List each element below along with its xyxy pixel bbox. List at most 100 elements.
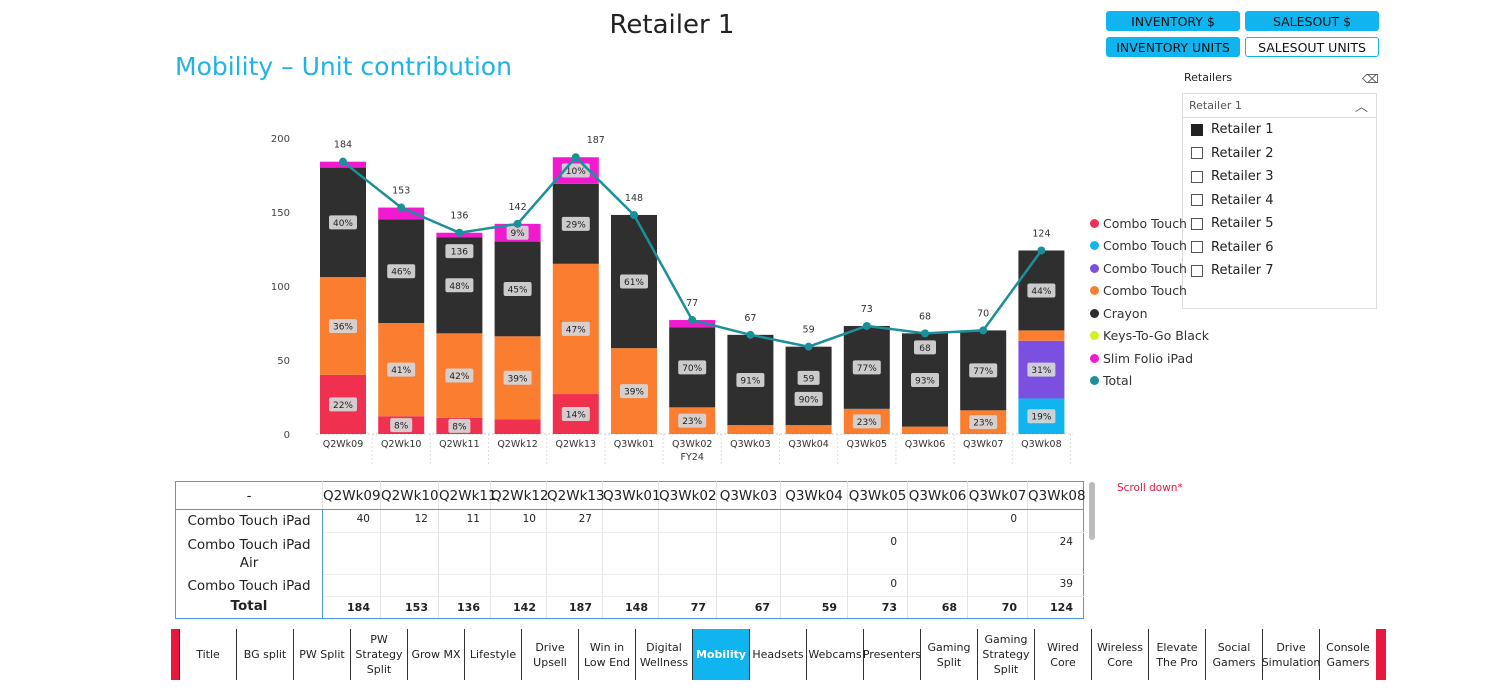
checkbox[interactable]	[1191, 264, 1203, 277]
table-column-header[interactable]: Q3Wk05	[847, 481, 908, 510]
bar-segment[interactable]	[378, 207, 425, 220]
slicer-item-retailer-4[interactable]: Retailer 4	[1183, 189, 1376, 213]
table-column-header[interactable]: Q2Wk10	[380, 481, 439, 510]
legend-item[interactable]: Total	[1090, 370, 1209, 393]
nav-tab[interactable]: Social Gamers	[1205, 629, 1262, 680]
checkbox[interactable]	[1191, 170, 1203, 183]
nav-tab[interactable]: Elevate The Pro	[1148, 629, 1205, 680]
slicer-item-retailer-5[interactable]: Retailer 5	[1183, 212, 1376, 236]
total-point[interactable]	[1037, 246, 1046, 255]
inventory-dollar-button[interactable]: INVENTORY $	[1106, 11, 1240, 31]
nav-tab[interactable]: Presenters	[863, 629, 921, 680]
legend-item[interactable]: Combo Touch	[1090, 212, 1209, 235]
table-cell	[716, 574, 781, 597]
data-label: 91%	[740, 376, 760, 386]
table-column-header[interactable]: Q3Wk03	[716, 481, 781, 510]
legend-item[interactable]: Crayon	[1090, 302, 1209, 325]
table-cell	[716, 532, 781, 575]
table-column-header[interactable]: Q3Wk07	[967, 481, 1028, 510]
checkbox[interactable]	[1191, 241, 1203, 254]
nav-tab[interactable]: Wireless Core	[1091, 629, 1148, 680]
nav-tab[interactable]: PW Split	[293, 629, 350, 680]
row-header: Combo Touch iPad	[175, 509, 323, 533]
chevron-up-icon[interactable]: ︿	[1354, 100, 1368, 115]
table-column-header[interactable]: Q3Wk04	[780, 481, 848, 510]
table-column-header[interactable]: Q3Wk08	[1027, 481, 1086, 510]
inventory-units-button[interactable]: INVENTORY UNITS	[1106, 37, 1240, 57]
total-point[interactable]	[862, 321, 871, 330]
data-label: 44%	[1031, 287, 1051, 297]
total-point[interactable]	[746, 330, 755, 339]
table-cell: 0	[967, 509, 1028, 533]
nav-tab[interactable]: Title	[179, 629, 236, 680]
total-point[interactable]	[804, 342, 813, 351]
nav-tab[interactable]: Mobility	[692, 629, 749, 680]
nav-tab[interactable]: Grow MX	[407, 629, 464, 680]
total-point[interactable]	[688, 316, 697, 325]
slicer-item-retailer-1[interactable]: Retailer 1	[1183, 118, 1376, 142]
slicer-item-retailer-7[interactable]: Retailer 7	[1183, 259, 1376, 283]
x-tick-label: Q3Wk03	[730, 439, 771, 450]
data-label: 23%	[682, 417, 702, 427]
salesout-dollar-button[interactable]: SALESOUT $	[1245, 11, 1379, 31]
legend-item[interactable]: Slim Folio iPad	[1090, 347, 1209, 370]
legend-item[interactable]: Keys-To-Go Black	[1090, 325, 1209, 348]
data-label-box	[1027, 362, 1056, 377]
nav-tab[interactable]: Gaming Split	[920, 629, 977, 680]
total-point[interactable]	[921, 329, 929, 338]
checkbox[interactable]	[1191, 123, 1203, 136]
nav-tab[interactable]: PW Strategy Split	[350, 629, 407, 680]
table-column-header[interactable]: Q3Wk02	[658, 481, 717, 510]
legend-item[interactable]: Combo Touch	[1090, 257, 1209, 280]
total-point[interactable]	[455, 228, 464, 237]
bar-segment[interactable]	[494, 419, 541, 434]
total-point[interactable]	[979, 326, 988, 335]
eraser-icon[interactable]: ⌫	[1362, 72, 1379, 86]
total-point[interactable]	[513, 219, 522, 228]
nav-tab[interactable]: Headsets	[749, 629, 806, 680]
bar-segment[interactable]	[727, 425, 774, 434]
checkbox[interactable]	[1191, 194, 1203, 207]
table-column-header[interactable]: Q2Wk11	[438, 481, 497, 510]
legend-item[interactable]: Combo Touch	[1090, 235, 1209, 258]
table-column-header[interactable]: Q3Wk01	[602, 481, 661, 510]
total-point[interactable]	[571, 153, 580, 162]
x-tick-label: Q3Wk06	[905, 439, 946, 450]
nav-tab[interactable]: Console Gamers	[1319, 629, 1376, 680]
checkbox[interactable]	[1191, 147, 1203, 160]
nav-tab[interactable]: Gaming Strategy Split	[977, 629, 1034, 680]
checkbox[interactable]	[1191, 217, 1203, 230]
total-point[interactable]	[339, 157, 347, 166]
total-cell: 73	[847, 596, 908, 619]
total-point[interactable]	[630, 210, 638, 219]
table-column-header[interactable]: Q2Wk12	[490, 481, 549, 510]
nav-tab[interactable]: BG split	[236, 629, 293, 680]
data-label: 136	[451, 248, 468, 258]
nav-tab[interactable]: Drive Upsell	[521, 629, 578, 680]
slicer-item-retailer-3[interactable]: Retailer 3	[1183, 165, 1376, 189]
table-cell	[780, 509, 848, 533]
bar-segment[interactable]	[1018, 330, 1065, 341]
slicer-item-label: Retailer 5	[1211, 216, 1274, 232]
total-point[interactable]	[397, 203, 406, 212]
slicer-item-label: Retailer 2	[1211, 145, 1274, 161]
nav-tab[interactable]: Webcams	[806, 629, 863, 680]
table-column-header[interactable]: Q2Wk09	[322, 481, 381, 510]
bar-segment[interactable]	[785, 425, 832, 434]
slicer-dropdown[interactable]: Retailer 1 ︿	[1183, 94, 1376, 118]
nav-tab[interactable]: Digital Wellness	[635, 629, 692, 680]
slicer-item-retailer-6[interactable]: Retailer 6	[1183, 236, 1376, 260]
nav-tab[interactable]: Drive Simulation	[1262, 629, 1320, 680]
legend-item[interactable]: Combo Touch	[1090, 280, 1209, 303]
table-column-header[interactable]: Q2Wk13	[546, 481, 605, 510]
bar-segment[interactable]	[785, 346, 832, 426]
table-column-header[interactable]: Q3Wk06	[907, 481, 968, 510]
nav-tab[interactable]: Win in Low End	[578, 629, 635, 680]
bar-segment[interactable]	[902, 426, 948, 434]
slicer-item-retailer-2[interactable]: Retailer 2	[1183, 142, 1376, 166]
salesout-units-button[interactable]: SALESOUT UNITS	[1245, 37, 1379, 57]
data-label-box	[561, 216, 590, 231]
table-scrollbar[interactable]	[1089, 482, 1095, 540]
nav-tab[interactable]: Wired Core	[1034, 629, 1091, 680]
nav-tab[interactable]: Lifestyle	[464, 629, 521, 680]
